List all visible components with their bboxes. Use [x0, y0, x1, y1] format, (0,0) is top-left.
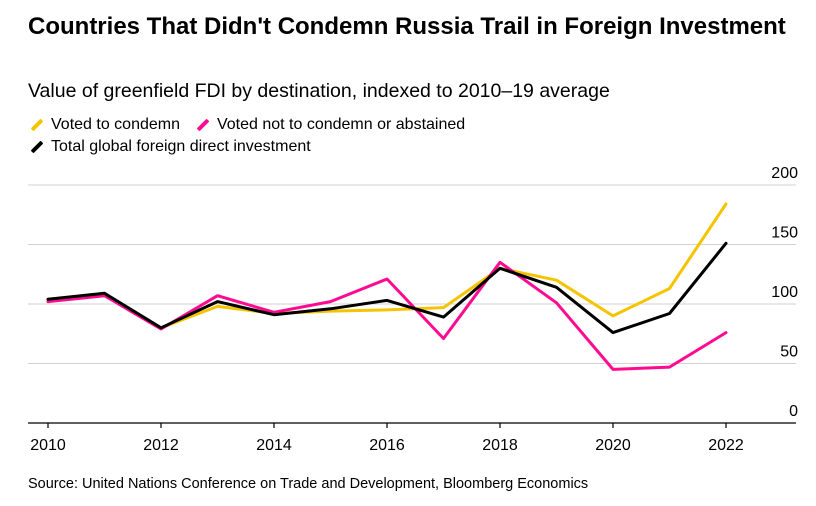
series-line-voted-to-condemn — [46, 202, 728, 330]
y-tick-label-100: 100 — [771, 284, 798, 301]
legend-label-not-condemn: Voted not to condemn or abstained — [216, 116, 466, 133]
legend-row-1: Voted to condemn Voted not to condemn or… — [28, 114, 479, 136]
x-tick-label-2014: 2014 — [256, 437, 292, 454]
line-chart: 0 50 100 150 200 2010 2012 2014 2016 2018 2020 2022 — [28, 165, 798, 454]
legend-swatch-condemn — [30, 118, 44, 132]
legend-item-not-condemn: Voted not to condemn or abstained — [194, 114, 465, 136]
y-tick-label-200: 200 — [771, 165, 798, 182]
chart-title: Countries That Didn't Condemn Russia Tra… — [28, 13, 786, 40]
source-note: Source: United Nations Conference on Tra… — [28, 476, 589, 492]
series-line-voted-not-to-condemn — [46, 260, 728, 371]
series-line-total-global-fdi — [46, 241, 728, 335]
legend-label-total: Total global foreign direct investment — [51, 138, 311, 155]
y-tick-label-50: 50 — [780, 344, 798, 361]
legend-label-condemn: Voted to condemn — [51, 116, 180, 133]
legend-item-condemn: Voted to condemn — [28, 114, 180, 136]
x-tick-label-2020: 2020 — [595, 437, 631, 454]
legend-item-total: Total global foreign direct investment — [28, 136, 311, 158]
x-tick-label-2022: 2022 — [708, 437, 744, 454]
legend: Voted to condemn Voted not to condemn or… — [28, 114, 479, 158]
x-tick-label-2016: 2016 — [369, 437, 405, 454]
x-tick-label-2012: 2012 — [143, 437, 179, 454]
x-tick-label-2010: 2010 — [30, 437, 66, 454]
y-tick-label-0: 0 — [789, 403, 798, 420]
x-tick-label-2018: 2018 — [482, 437, 518, 454]
y-tick-label-150: 150 — [771, 225, 798, 242]
chart-subtitle: Value of greenfield FDI by destination, … — [28, 80, 610, 102]
legend-row-2: Total global foreign direct investment — [28, 136, 479, 158]
legend-swatch-not-condemn — [196, 118, 210, 132]
